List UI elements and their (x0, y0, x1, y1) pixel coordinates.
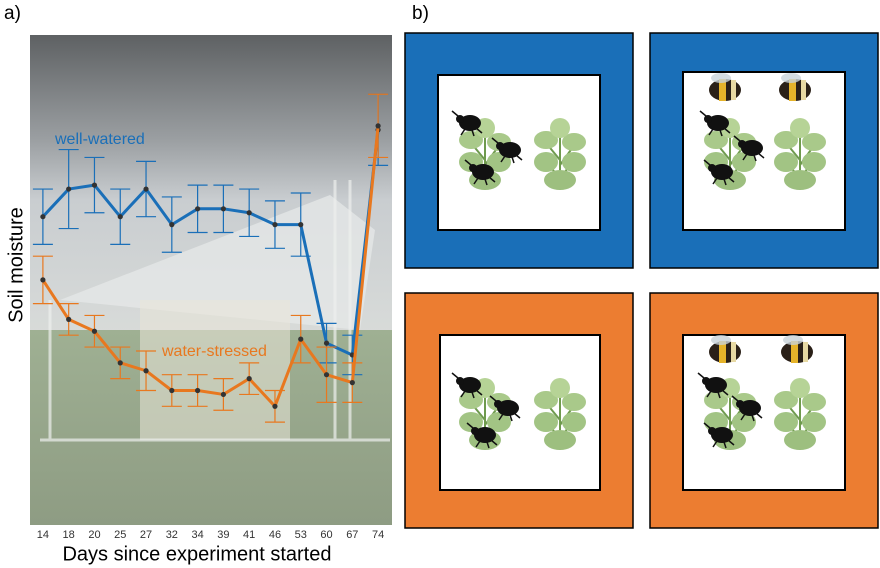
x-tick-label: 25 (114, 529, 126, 541)
figure: a) b) 14 18 20 25 27 32 34 39 41 46 53 60 67 74 well-w… (0, 0, 880, 568)
point (143, 368, 148, 373)
point (40, 277, 45, 282)
x-axis-title: Days since experiment started (62, 543, 331, 565)
panel-label: a) (4, 3, 21, 24)
point (118, 360, 123, 365)
point (40, 214, 45, 219)
x-tick-label: 32 (166, 529, 178, 541)
point (169, 388, 174, 393)
series-label: well-watered (54, 131, 145, 148)
point (221, 392, 226, 397)
x-tick-label: 14 (37, 529, 49, 541)
x-tick-label: 53 (295, 529, 307, 541)
point (92, 183, 97, 188)
photo-background (30, 35, 392, 525)
x-tick-label: 74 (372, 529, 384, 541)
series-label: water-stressed (161, 343, 267, 360)
point (247, 376, 252, 381)
point (272, 222, 277, 227)
point (92, 329, 97, 334)
point (298, 337, 303, 342)
point (272, 404, 277, 409)
point (143, 186, 148, 191)
point (324, 341, 329, 346)
point (169, 222, 174, 227)
x-tick-label: 18 (63, 529, 75, 541)
x-tick-label: 41 (243, 529, 255, 541)
point (195, 388, 200, 393)
point (118, 214, 123, 219)
x-tick-label: 46 (269, 529, 281, 541)
x-tick-label: 27 (140, 529, 152, 541)
panel-label: b) (412, 3, 429, 24)
point (376, 123, 381, 128)
x-tick-label: 39 (217, 529, 229, 541)
x-tick-label: 60 (320, 529, 332, 541)
point (66, 186, 71, 191)
x-tick-label: 67 (346, 529, 358, 541)
point (350, 380, 355, 385)
point (66, 317, 71, 322)
point (195, 206, 200, 211)
point (298, 222, 303, 227)
point (247, 210, 252, 215)
point (221, 206, 226, 211)
point (324, 372, 329, 377)
x-tick-label: 34 (191, 529, 203, 541)
y-axis-title: Soil moisture (5, 207, 27, 323)
diagram (405, 33, 878, 528)
x-tick-label: 20 (88, 529, 100, 541)
